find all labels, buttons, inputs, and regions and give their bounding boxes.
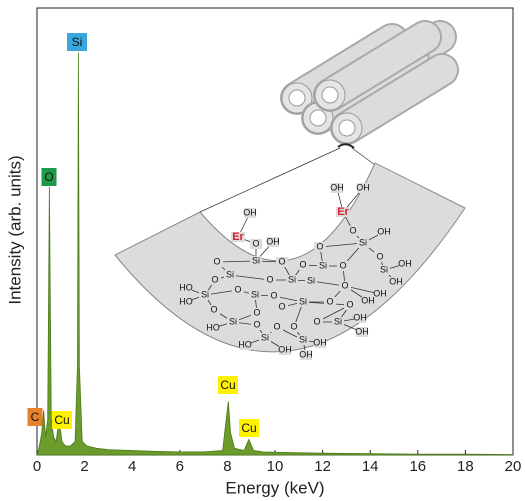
atom-label: O [211,274,218,284]
atom-label: O [339,260,346,270]
x-tick-label: 16 [409,458,426,475]
atom-label: Er [232,231,244,243]
atom-label: Si [201,289,209,299]
atom-label: O [213,256,220,266]
atom-label: HO [179,296,193,306]
atom-label: Si [288,274,296,284]
atom-label: Si [380,264,388,274]
atom-label: O [273,321,280,331]
x-tick-label: 6 [176,458,184,475]
atom-label: OH [353,312,367,322]
atom-label: O [376,251,383,261]
atom-label: OH [243,207,257,217]
atom-label: OH [266,236,280,246]
atom-label: Si [299,334,307,344]
x-tick-label: 2 [80,458,88,475]
zoom-line [352,148,375,165]
peak-label: Cu [220,378,235,392]
atom-label: OH [299,349,313,359]
atom-label: OH [398,258,412,268]
atom-label: O [316,241,323,251]
atom-label: O [210,304,217,314]
atom-label: O [290,321,297,331]
peak-label: Si [72,35,83,49]
atom-label: Er [337,206,349,218]
atom-label: Si [307,275,315,285]
atom-label: OH [389,276,403,286]
atom-label: OH [278,344,292,354]
atom-label: Si [261,332,269,342]
x-tick-label: 14 [362,458,379,475]
tube-hole [322,87,338,103]
x-tick-label: 10 [267,458,284,475]
atom-label: O [270,290,277,300]
atom-label: HO [179,282,193,292]
atom-label: Si [226,269,234,279]
x-tick-label: 4 [128,458,136,475]
atom-label: Si [229,316,237,326]
atom-label: O [234,284,241,294]
zoom-line [200,148,340,212]
x-tick-label: 8 [223,458,231,475]
zoom-arc [338,144,354,148]
x-tick-label: 12 [314,458,331,475]
x-tick-label: 18 [457,458,474,475]
atom-label: OH [373,288,387,298]
x-axis-label: Energy (keV) [225,478,324,497]
atom-label: OH [361,295,375,305]
atom-label: Si [334,316,342,326]
peak-label: Cu [241,421,256,435]
x-tick-label: 0 [33,458,41,475]
atom-label: O [313,316,320,326]
atom-label: Si [252,255,260,265]
spectrum-area [37,53,513,455]
atom-label: OH [313,337,327,347]
atom-label: OH [377,226,391,236]
atom-label: O [278,256,285,266]
atom-label: OH [330,182,344,192]
atom-label: O [253,307,260,317]
atom-label: HO [238,339,252,349]
atom-label: Si [319,260,327,270]
peak-label: Cu [54,413,69,427]
atom-label: O [349,225,356,235]
atom-label: O [341,280,348,290]
atom-label: Si [251,289,259,299]
atom-label: OH [356,182,370,192]
tube-hole [310,110,326,126]
atom-label: Si [299,296,307,306]
chart: ErOHOOHSiErOHOHOSiOHOSiOOSiOHOHOSiOOSiOO… [0,0,525,501]
peak-label: C [31,410,40,424]
atom-label: O [266,274,273,284]
atom-label: O [278,301,285,311]
peak-label: O [44,170,53,184]
x-tick-label: 20 [505,458,522,475]
atom-label: O [346,299,353,309]
atom-label: OH [355,326,369,336]
tube-hole [289,90,305,106]
atom-label: HO [206,322,220,332]
y-axis-label: Intensity (arb. units) [5,155,24,304]
atom-label: O [326,296,333,306]
atom-label: O [253,319,260,329]
atom-label: O [299,259,306,269]
atom-label: O [252,238,259,248]
tube-hole [339,120,355,136]
atom-label: Si [359,237,367,247]
